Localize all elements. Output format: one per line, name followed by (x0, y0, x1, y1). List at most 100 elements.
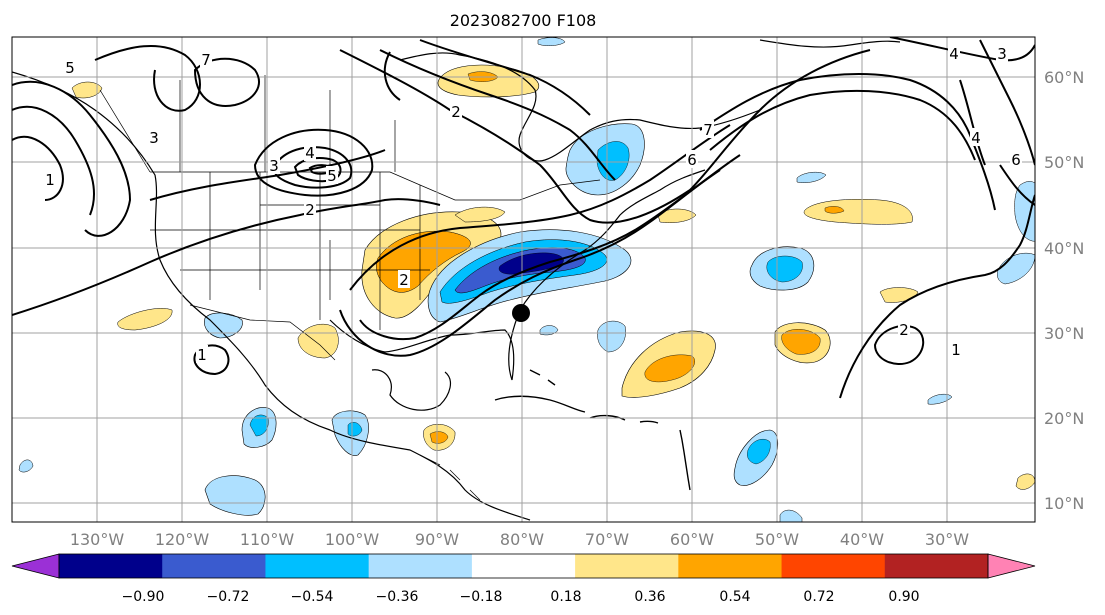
longitude-tick-label: 70°W (585, 530, 629, 549)
warm-anomaly-north-atlantic-core (824, 206, 845, 214)
cold-anomaly-south-edge (779, 509, 803, 522)
colorbar-segment (781, 554, 886, 578)
contour-line (349, 124, 731, 291)
longitude-labels: 130°W 120°W 110°W 100°W 90°W 80°W 70°W 6… (70, 530, 969, 549)
longitude-tick-label: 130°W (70, 530, 125, 549)
contour-label: 2 (399, 271, 409, 289)
contour-line (12, 105, 96, 216)
contour-label: 5 (65, 59, 75, 77)
contour-line (709, 89, 976, 161)
colorbar-tick-label: −0.18 (460, 589, 503, 605)
colorbar-tick-label: −0.36 (376, 589, 419, 605)
cold-anomaly-florida-east (597, 320, 626, 353)
contour-label: 7 (201, 51, 211, 69)
figure-title: 2023082700 F108 (450, 11, 597, 30)
colorbar-tick-label: 0.90 (888, 589, 919, 605)
colorbar-max-extend (987, 553, 1036, 579)
warm-anomaly-north-atlantic (803, 199, 913, 225)
map-content: 1 3 3 2 2 4 5 5 7 6 7 4 3 4 (12, 37, 1035, 522)
contour-line (12, 135, 64, 201)
longitude-tick-label: 60°W (670, 530, 714, 549)
colorbar-tick-label: −0.90 (122, 589, 165, 605)
latitude-tick-label: 50°N (1044, 153, 1084, 172)
warm-anomaly-central-america-core (429, 431, 449, 444)
latitude-labels: 60°N 50°N 40°N 30°N 20°N 10°N (1044, 68, 1084, 513)
contour-label: 3 (997, 45, 1007, 63)
contour-line (383, 51, 401, 101)
colorbar-tick-label: 0.18 (550, 589, 581, 605)
colorbar-segment (471, 554, 576, 578)
cold-anomaly-northeast-top (537, 37, 566, 46)
latitude-tick-label: 10°N (1044, 494, 1084, 513)
cold-anomaly-pacific-south (204, 475, 266, 516)
contour-lines (12, 37, 1035, 399)
contour-line (699, 73, 996, 211)
colorbar-segment (162, 554, 266, 578)
cold-anomaly-pacific-west (18, 459, 34, 473)
longitude-tick-label: 100°W (325, 530, 380, 549)
contour-label: 3 (269, 157, 279, 175)
warm-anomaly-atlantic-mid-core (781, 329, 821, 355)
colorbar-tick-label: 0.36 (634, 589, 665, 605)
colorbar-segment (884, 554, 989, 578)
graticule (12, 37, 1035, 522)
contour-label: 1 (45, 171, 55, 189)
longitude-tick-label: 30°W (925, 530, 969, 549)
colorbar-tick-label: −0.54 (291, 589, 334, 605)
contour-label: 2 (305, 201, 315, 219)
latitude-tick-label: 20°N (1044, 409, 1084, 428)
colorbar-min-extend (11, 553, 60, 579)
contour-line (12, 198, 441, 316)
colorbar-tick-label: 0.72 (803, 589, 834, 605)
colorbar-segment (678, 554, 783, 578)
contour-line (193, 57, 260, 107)
longitude-tick-label: 40°W (840, 530, 884, 549)
colorbar-outline (58, 553, 989, 579)
contour-label: 4 (971, 129, 981, 147)
contour-line (149, 149, 386, 201)
colorbar-labels: −0.90 −0.72 −0.54 −0.36 −0.18 0.18 0.36 … (122, 589, 920, 605)
contour-label: 1 (951, 341, 961, 359)
contour-line (889, 37, 1035, 62)
contour-label: 6 (1011, 151, 1021, 169)
longitude-tick-label: 80°W (500, 530, 544, 549)
state-grid (150, 172, 430, 330)
contour-label: 3 (149, 129, 159, 147)
contour-label-group: 1 3 3 2 2 4 5 5 7 6 7 4 3 4 (44, 44, 1022, 364)
cold-anomaly-north-atlantic (796, 171, 827, 183)
colorbar-tick-label: −0.72 (207, 589, 250, 605)
contour-label: 4 (949, 45, 959, 63)
puerto-rico (639, 420, 659, 424)
north-america-west-coast (12, 71, 531, 521)
cold-anomaly-atlantic-core (766, 255, 803, 283)
contour-label: 4 (305, 144, 315, 162)
colorbar-tick-label: 0.54 (719, 589, 750, 605)
cold-anomaly-east-edge (1014, 181, 1035, 242)
warm-anomaly-alaska (71, 81, 103, 99)
warm-anomaly-maritimes (657, 208, 697, 223)
longitude-tick-label: 120°W (155, 530, 210, 549)
us-canada-border (150, 171, 601, 201)
colorbar-segment (265, 554, 370, 578)
contour-label: 7 (703, 121, 713, 139)
cold-anomaly-caribbean-east-core (747, 439, 771, 465)
contour-label: 1 (197, 346, 207, 364)
yucatan-coast (371, 369, 452, 411)
contour-line (253, 128, 374, 197)
contour-label: 5 (327, 167, 337, 185)
longitude-tick-label: 50°W (755, 530, 799, 549)
contour-line (873, 325, 925, 365)
longitude-tick-label: 110°W (240, 530, 295, 549)
warm-anomaly-pacific (117, 308, 173, 331)
contour-line (339, 49, 871, 224)
contour-line (959, 79, 986, 166)
contour-line (94, 44, 201, 112)
latitude-tick-label: 40°N (1044, 239, 1084, 258)
contour-label: 6 (687, 151, 697, 169)
latitude-tick-label: 60°N (1044, 68, 1084, 87)
colorbar-segments (59, 554, 989, 578)
map-frame (11, 36, 1036, 523)
lesser-antilles (679, 429, 691, 491)
contour-line (193, 344, 230, 376)
contour-line (419, 39, 591, 116)
